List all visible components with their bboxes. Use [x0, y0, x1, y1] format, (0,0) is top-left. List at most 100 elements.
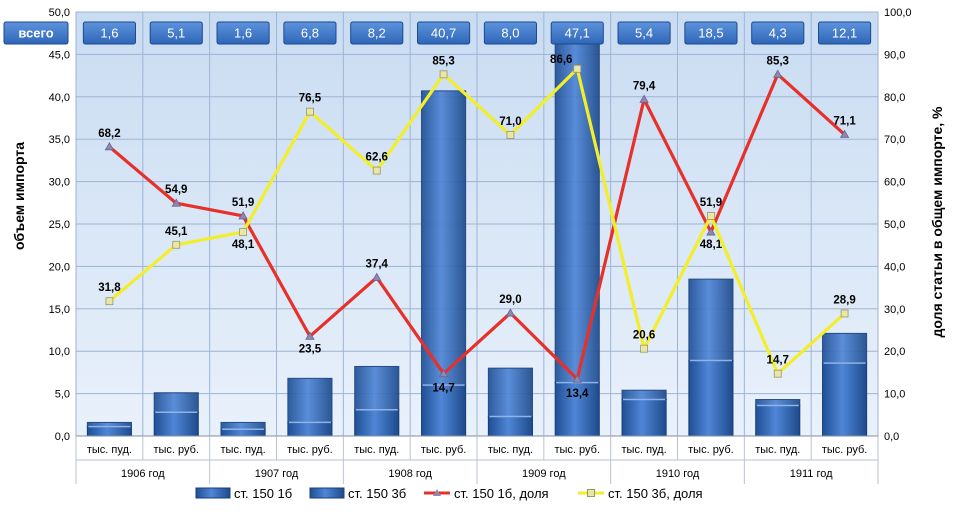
- axes: 0,0 0,0 5,0 10,0 10,0 20,0 15,0 30,0 20,0 40,0 25,…: [49, 7, 912, 484]
- bar-st150-1b: [487, 415, 533, 437]
- legend: ст. 150 1б ст. 150 3б ст. 150 1б, доля ст. …: [195, 486, 703, 501]
- x-tick-label: тыс. руб.: [421, 444, 467, 456]
- x-group-label: 1909 год: [522, 468, 566, 480]
- marker-st150-1b-share: [438, 368, 449, 378]
- marker-st150-1b-share: [839, 129, 850, 138]
- bar-st150-1b: [153, 411, 199, 437]
- y-tick-label: 20,0: [49, 261, 70, 273]
- x-tick-label: тыс. пуд.: [622, 444, 667, 456]
- data-label: 54,9: [165, 184, 187, 196]
- data-label: 48,1: [700, 239, 723, 251]
- y2-tick-label: 90,0: [884, 49, 905, 61]
- data-label: 31,8: [98, 282, 121, 294]
- y2-tick-label: 20,0: [884, 346, 905, 358]
- data-label: 20,6: [633, 330, 655, 342]
- bar-st150-1b: [354, 409, 400, 437]
- marker-st150-3b-share: [506, 131, 515, 139]
- data-label: 45,1: [165, 226, 188, 238]
- marker-st150-3b-share: [840, 309, 849, 318]
- marker-st150-1b-share: [104, 142, 115, 151]
- marker-st150-1b-share: [372, 272, 382, 281]
- x-tick-label: тыс. руб.: [287, 444, 333, 456]
- data-label: 85,3: [432, 55, 454, 67]
- bar-st150-3b: [688, 278, 734, 362]
- totals-label-box: [3, 21, 69, 45]
- totals-row: всего 1,6 5,1 1,6 6,8 8,2 40,7 8,0 47,1 5,4 18,5 4,…: [3, 21, 872, 45]
- data-label: 51,9: [232, 197, 254, 209]
- total-value: 8,0: [501, 26, 519, 41]
- x-tick-label: тыс. пуд.: [354, 444, 399, 456]
- marker-st150-3b-share: [105, 297, 114, 306]
- marker-st150-3b-share: [707, 212, 715, 220]
- total-value: 40,7: [431, 26, 456, 41]
- x-group-label: 1908 год: [388, 468, 432, 480]
- x-group-label: 1907 год: [255, 468, 299, 480]
- data-label: 86,6: [550, 54, 572, 66]
- y-tick-label: 40,0: [49, 92, 70, 104]
- bar-st150-1b: [755, 404, 801, 437]
- x-tick-label: тыс. пуд.: [221, 444, 266, 456]
- total-value: 8,2: [368, 26, 386, 41]
- bar-st150-1b: [86, 426, 132, 437]
- x-tick-label: тыс. руб.: [554, 444, 600, 456]
- total-box: [550, 21, 604, 45]
- total-value: 18,5: [698, 26, 723, 41]
- y-tick-label: 35,0: [49, 134, 70, 146]
- y-tick-label: 30,0: [49, 177, 70, 189]
- line-st150-1b-share: [108, 72, 846, 381]
- y-tick-label: 5,0: [55, 389, 70, 401]
- data-label: 48,1: [232, 239, 255, 251]
- bar-st150-3b: [287, 377, 333, 423]
- x-group-label: 1906 год: [121, 468, 165, 480]
- total-box: [216, 21, 270, 45]
- total-value: 4,3: [769, 26, 787, 41]
- total-box: [149, 21, 203, 45]
- marker-st150-3b-share: [773, 369, 782, 378]
- total-box: [617, 21, 671, 45]
- marker-st150-1b-share: [238, 211, 248, 220]
- y-tick-label: 0,0: [55, 431, 70, 443]
- x-tick-label: тыс. пуд.: [755, 444, 800, 456]
- marker-st150-3b-share: [172, 240, 181, 249]
- total-box: [417, 21, 471, 45]
- legend-label: ст. 150 3б, доля: [608, 486, 703, 501]
- data-label: 79,4: [633, 80, 656, 92]
- bar-st150-1b: [220, 428, 266, 437]
- legend-swatch: [195, 487, 231, 499]
- marker-st150-3b-share: [640, 344, 648, 353]
- marker-st150-1b-share: [171, 198, 181, 207]
- data-label: 29,0: [499, 294, 521, 306]
- bar-st150-3b: [822, 332, 868, 364]
- y-axis-title: объем импорта: [11, 142, 27, 250]
- data-label: 68,2: [98, 128, 120, 140]
- total-value: 5,4: [635, 26, 653, 41]
- y2-tick-label: 10,0: [884, 389, 905, 401]
- x-tick-label: тыс. пуд.: [488, 444, 533, 456]
- line-st150-3b-share: [108, 67, 846, 376]
- data-label: 37,4: [366, 258, 389, 270]
- x-tick-label: тыс. руб.: [822, 444, 868, 456]
- total-box: [751, 21, 805, 45]
- data-label: 85,3: [767, 55, 789, 67]
- legend-marker: [587, 489, 595, 497]
- y2-tick-label: 30,0: [884, 304, 905, 316]
- data-label: 51,9: [700, 197, 722, 209]
- marker-st150-3b-share: [439, 70, 448, 79]
- x-group-label: 1910 год: [656, 468, 700, 480]
- y2-axis-title: доля статьи в общем импорте, %: [929, 106, 945, 338]
- bar-st150-3b: [354, 365, 400, 411]
- share-lines: 68,2 54,9 51,9 23,5 37,4 14,7 29,0 13,4 79,4 48,1…: [98, 54, 856, 400]
- y-tick-label: 45,0: [49, 49, 70, 61]
- bar-st150-3b: [621, 389, 667, 401]
- bar-st150-3b: [554, 36, 600, 384]
- x-tick-label: тыс. руб.: [688, 444, 734, 456]
- total-value: 47,1: [565, 26, 590, 41]
- bar-st150-1b: [621, 399, 667, 437]
- x-tick-label: тыс. пуд.: [87, 444, 132, 456]
- bar-st150-1b: [421, 384, 467, 437]
- bar-st150-1b: [822, 362, 868, 437]
- total-value: 12,1: [832, 26, 857, 41]
- bar-st150-3b: [487, 367, 533, 417]
- bar-st150-1b: [287, 421, 333, 437]
